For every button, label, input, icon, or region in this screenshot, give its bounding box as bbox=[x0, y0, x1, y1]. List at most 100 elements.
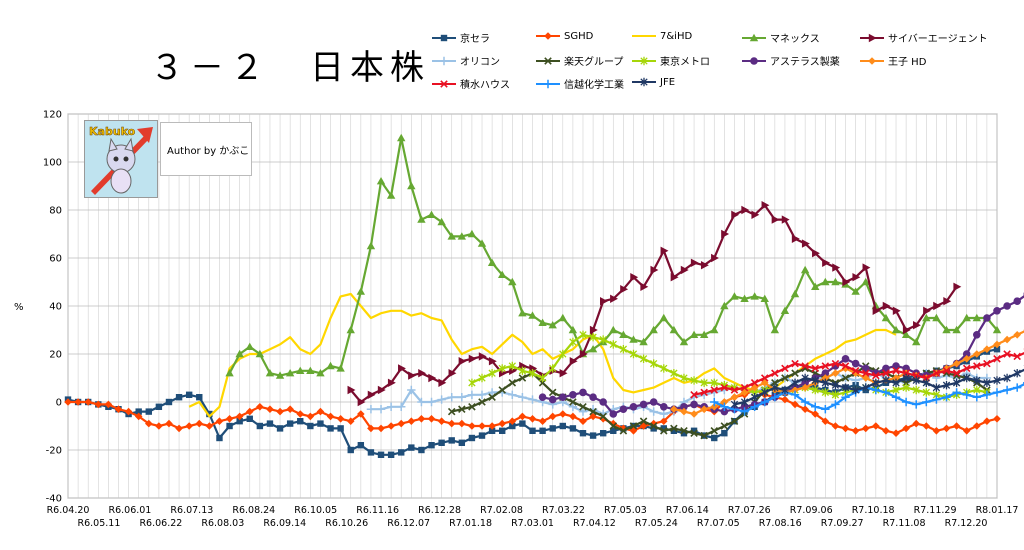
data-point bbox=[367, 424, 375, 433]
data-point bbox=[175, 394, 183, 401]
data-point bbox=[801, 405, 809, 413]
data-point bbox=[761, 201, 770, 210]
data-point bbox=[599, 412, 607, 421]
data-point bbox=[559, 369, 568, 378]
data-point bbox=[791, 359, 799, 368]
data-point bbox=[508, 417, 517, 425]
data-point bbox=[447, 232, 456, 240]
data-point bbox=[1003, 350, 1011, 358]
data-point bbox=[993, 307, 1001, 315]
data-point bbox=[731, 210, 740, 219]
data-point bbox=[851, 359, 860, 368]
data-point bbox=[447, 407, 456, 416]
data-point bbox=[680, 403, 688, 411]
data-point bbox=[669, 325, 679, 334]
data-point bbox=[467, 390, 477, 399]
legend-label: 積水ハウス bbox=[460, 80, 510, 91]
data-point bbox=[478, 432, 486, 439]
data-point bbox=[861, 374, 870, 382]
data-point bbox=[366, 405, 376, 414]
x-tick-label: R7.09.06 bbox=[790, 505, 833, 516]
data-point bbox=[882, 376, 890, 385]
legend-swatch bbox=[742, 33, 766, 41]
legend-marker bbox=[868, 56, 876, 65]
data-point bbox=[933, 301, 942, 311]
data-point bbox=[862, 383, 870, 392]
data-point bbox=[458, 439, 466, 446]
data-point bbox=[629, 422, 638, 430]
data-point bbox=[821, 374, 830, 382]
data-point bbox=[699, 330, 709, 338]
y-axis-label: % bbox=[14, 302, 24, 313]
data-point bbox=[630, 273, 639, 282]
data-point bbox=[992, 388, 1002, 397]
data-point bbox=[165, 398, 173, 406]
data-point bbox=[397, 419, 406, 428]
data-point bbox=[588, 345, 598, 353]
data-point bbox=[780, 306, 790, 314]
data-point bbox=[822, 258, 831, 267]
legend-marker bbox=[640, 77, 648, 87]
data-point bbox=[821, 277, 830, 286]
data-point bbox=[841, 374, 850, 382]
data-point bbox=[852, 382, 859, 389]
x-tick-label: R6.06.22 bbox=[139, 518, 182, 529]
data-point bbox=[770, 393, 780, 402]
data-point bbox=[610, 294, 618, 303]
data-point bbox=[629, 403, 638, 411]
x-tick-label: R7.12.20 bbox=[945, 518, 988, 529]
data-point bbox=[185, 391, 193, 398]
data-point bbox=[327, 425, 334, 432]
data-point bbox=[1003, 302, 1011, 310]
x-tick-label: R6.04.20 bbox=[47, 505, 90, 516]
data-point bbox=[508, 390, 517, 399]
data-point bbox=[1013, 369, 1021, 378]
data-point bbox=[801, 362, 809, 370]
data-point bbox=[407, 385, 416, 395]
data-point bbox=[488, 393, 496, 401]
data-point bbox=[417, 415, 426, 423]
data-point bbox=[235, 412, 244, 421]
legend-item: SGHD bbox=[536, 30, 593, 42]
data-point bbox=[74, 398, 82, 406]
data-point bbox=[700, 378, 708, 387]
data-point bbox=[650, 359, 658, 368]
legend-swatch bbox=[742, 56, 766, 65]
data-point bbox=[558, 393, 567, 402]
legend-item: JFE bbox=[632, 76, 675, 88]
data-point bbox=[145, 408, 152, 415]
data-point bbox=[872, 422, 880, 430]
data-point bbox=[659, 409, 668, 419]
legend-item: マネックス bbox=[742, 30, 820, 45]
data-point bbox=[357, 397, 366, 407]
data-point bbox=[408, 371, 417, 380]
data-point bbox=[750, 393, 759, 402]
data-point bbox=[235, 349, 244, 358]
data-point bbox=[973, 350, 981, 358]
data-point bbox=[791, 234, 800, 243]
data-point bbox=[468, 434, 476, 442]
data-point bbox=[529, 364, 538, 373]
data-point bbox=[1003, 335, 1011, 344]
data-point bbox=[418, 369, 427, 378]
data-point bbox=[457, 393, 467, 402]
data-point bbox=[195, 419, 204, 428]
data-point bbox=[791, 378, 799, 387]
data-point bbox=[963, 373, 971, 383]
legend-marker bbox=[543, 79, 553, 88]
data-point bbox=[639, 354, 648, 363]
data-point bbox=[488, 427, 496, 434]
legend-item: 東京メトロ bbox=[632, 53, 710, 68]
data-point bbox=[1013, 352, 1021, 361]
data-point bbox=[124, 407, 133, 416]
data-point bbox=[609, 325, 618, 334]
data-point bbox=[962, 364, 971, 373]
data-point bbox=[720, 407, 729, 416]
data-point bbox=[649, 398, 658, 406]
data-point bbox=[478, 422, 486, 430]
data-point bbox=[377, 385, 386, 395]
data-point bbox=[801, 379, 809, 387]
data-point bbox=[690, 429, 698, 437]
data-point bbox=[952, 369, 961, 377]
data-point bbox=[710, 427, 719, 435]
